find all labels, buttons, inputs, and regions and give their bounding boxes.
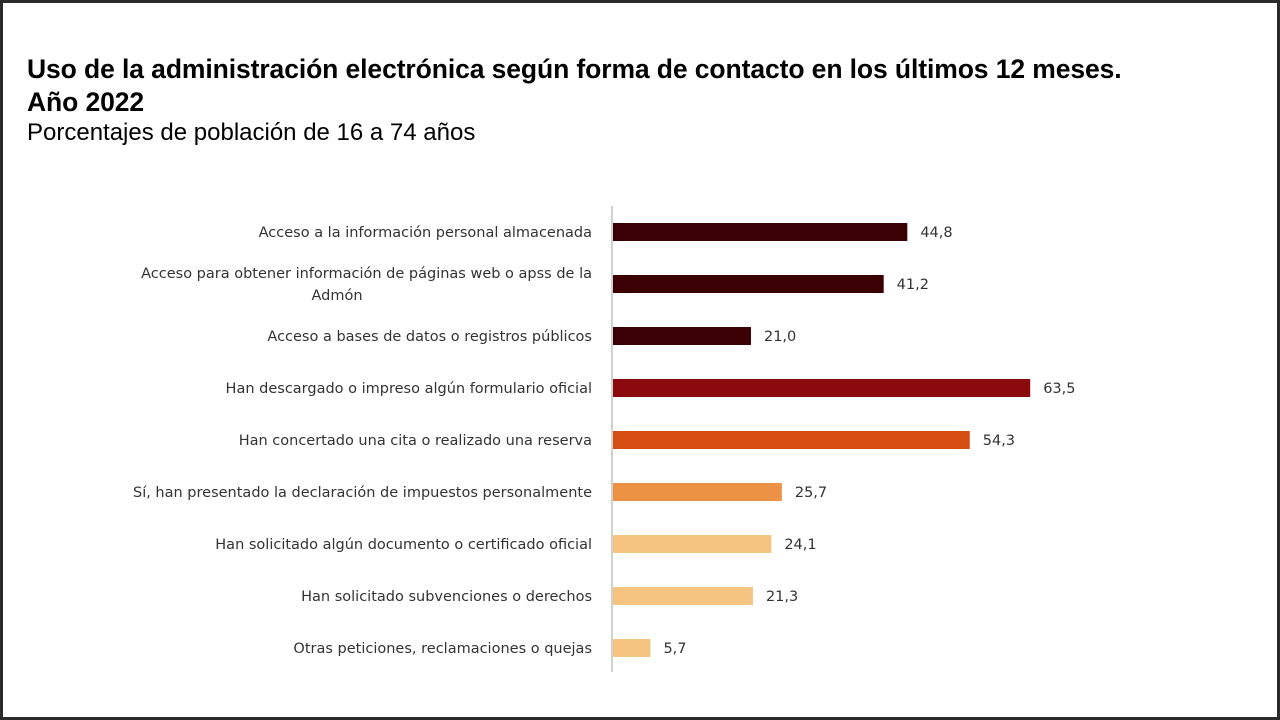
category-label: Acceso a la información personal almacen… bbox=[259, 225, 592, 241]
value-label: 21,3 bbox=[766, 589, 798, 605]
value-label: 25,7 bbox=[795, 485, 827, 501]
bar bbox=[613, 327, 751, 345]
category-label: Han descargado o impreso algún formulari… bbox=[226, 381, 592, 397]
bar bbox=[613, 431, 970, 449]
bar bbox=[613, 535, 772, 553]
bar bbox=[613, 639, 651, 657]
value-label: 24,1 bbox=[784, 537, 816, 553]
chart-subtitle: Porcentajes de población de 16 a 74 años bbox=[27, 119, 476, 146]
value-label: 63,5 bbox=[1043, 381, 1075, 397]
category-label: Han solicitado subvenciones o derechos bbox=[301, 589, 592, 605]
category-label: Acceso para obtener información de págin… bbox=[141, 266, 592, 304]
bar bbox=[613, 379, 1031, 397]
chart-title-line1: Uso de la administración electrónica seg… bbox=[27, 54, 1122, 84]
chart-title: Uso de la administración electrónica seg… bbox=[27, 53, 1267, 119]
bar bbox=[613, 587, 753, 605]
value-label: 54,3 bbox=[983, 433, 1015, 449]
category-label: Han solicitado algún documento o certifi… bbox=[215, 537, 592, 553]
bars-group bbox=[613, 223, 1031, 657]
value-label: 41,2 bbox=[897, 277, 929, 293]
bar bbox=[613, 223, 908, 241]
value-label: 44,8 bbox=[920, 225, 952, 241]
value-label: 21,0 bbox=[764, 329, 796, 345]
chart-title-line2: Año 2022 bbox=[27, 87, 145, 117]
category-labels-group: Acceso a la información personal almacen… bbox=[133, 225, 592, 657]
category-label: Sí, han presentado la declaración de imp… bbox=[133, 485, 592, 501]
bar bbox=[613, 483, 782, 501]
bar bbox=[613, 275, 884, 293]
category-label: Acceso a bases de datos o registros públ… bbox=[267, 329, 592, 345]
category-label: Otras peticiones, reclamaciones o quejas bbox=[293, 641, 592, 657]
value-label: 5,7 bbox=[663, 641, 686, 657]
value-labels-group: 44,8 41,2 21,0 63,5 54,3 25,7 24,1 21,3 5,7 bbox=[663, 225, 1075, 657]
category-label: Han concertado una cita o realizado una … bbox=[239, 433, 592, 449]
